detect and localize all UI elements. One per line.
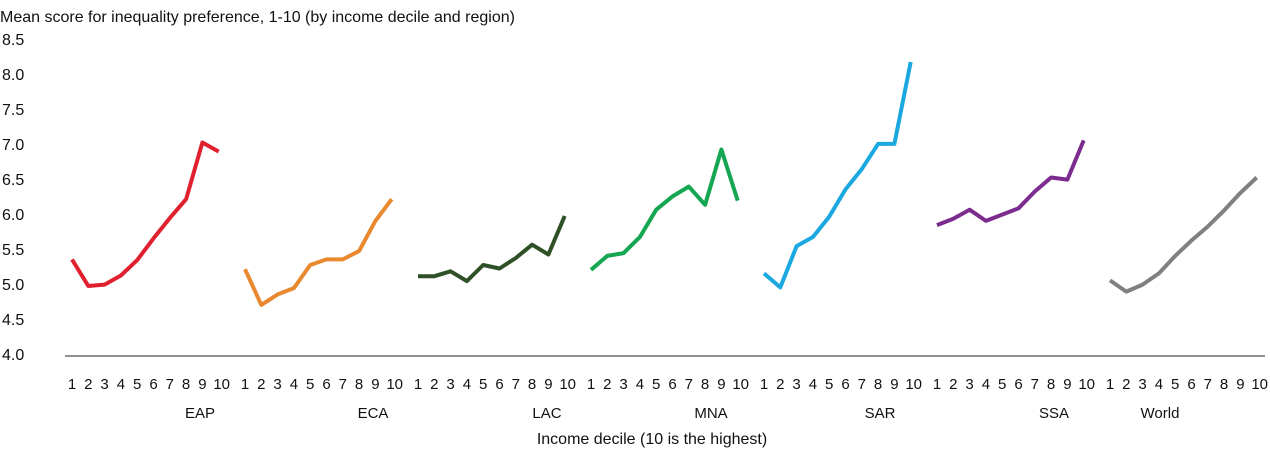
y-tick-label: 7.0 xyxy=(2,137,24,154)
series-line xyxy=(1108,176,1259,294)
x-tick-label: 10 xyxy=(905,376,922,393)
x-tick-label: 2 xyxy=(257,376,265,393)
x-tick-label: 5 xyxy=(825,376,833,393)
series-line xyxy=(418,215,567,284)
x-tick-label: 6 xyxy=(1187,376,1195,393)
x-tick-label: 2 xyxy=(84,376,92,393)
x-tick-label: 7 xyxy=(1204,376,1212,393)
x-tick-label: 8 xyxy=(701,376,709,393)
x-tick-label: 2 xyxy=(1122,376,1130,393)
x-tick-label: 1 xyxy=(760,376,768,393)
x-tick-label: 3 xyxy=(619,376,627,393)
x-tick-label: 5 xyxy=(652,376,660,393)
x-tick-label: 1 xyxy=(1106,376,1114,393)
x-tick-label: 6 xyxy=(841,376,849,393)
x-tick-label: 10 xyxy=(559,376,576,393)
group-label: SAR xyxy=(865,405,896,422)
x-tick-label: 9 xyxy=(1063,376,1071,393)
series-line xyxy=(589,147,740,272)
x-tick-label: 3 xyxy=(965,376,973,393)
x-tick-label: 9 xyxy=(371,376,379,393)
x-tick-label: 9 xyxy=(717,376,725,393)
x-tick-label: 9 xyxy=(1236,376,1244,393)
x-tick-label: 9 xyxy=(198,376,206,393)
x-tick-label: 7 xyxy=(512,376,520,393)
x-tick-label: 9 xyxy=(890,376,898,393)
x-tick-label: 5 xyxy=(1171,376,1179,393)
x-tick-label: 8 xyxy=(874,376,882,393)
y-tick-label: 8.5 xyxy=(2,32,24,49)
x-tick-label: 1 xyxy=(241,376,249,393)
group-label: ECA xyxy=(358,405,389,422)
x-tick-label: 2 xyxy=(603,376,611,393)
series-line xyxy=(762,61,913,290)
x-tick-label: 8 xyxy=(528,376,536,393)
y-tick-label: 7.5 xyxy=(2,102,24,119)
y-tick-label: 8.0 xyxy=(2,67,24,84)
series-line xyxy=(243,197,394,307)
chart-title: Mean score for inequality preference, 1-… xyxy=(0,9,515,26)
x-axis-label: Income decile (10 is the highest) xyxy=(537,431,767,448)
x-tick-label: 6 xyxy=(1014,376,1022,393)
x-tick-label: 10 xyxy=(1078,376,1095,393)
x-tick-label: 7 xyxy=(339,376,347,393)
x-tick-label: 7 xyxy=(166,376,174,393)
x-tick-label: 10 xyxy=(732,376,749,393)
x-tick-label: 1 xyxy=(68,376,76,393)
x-tick-label: 3 xyxy=(1138,376,1146,393)
x-tick-label: 10 xyxy=(386,376,403,393)
group-label: EAP xyxy=(185,405,215,422)
y-tick-label: 5.5 xyxy=(2,242,24,259)
x-tick-label: 4 xyxy=(636,376,644,393)
x-tick-label: 6 xyxy=(322,376,330,393)
x-tick-label: 8 xyxy=(1220,376,1228,393)
x-tick-label: 3 xyxy=(273,376,281,393)
group-label: LAC xyxy=(532,405,561,422)
x-tick-label: 5 xyxy=(306,376,314,393)
x-tick-label: 2 xyxy=(430,376,438,393)
x-tick-label: 8 xyxy=(182,376,190,393)
y-tick-label: 5.0 xyxy=(2,277,24,294)
x-tick-label: 4 xyxy=(809,376,817,393)
x-tick-label: 4 xyxy=(290,376,298,393)
x-tick-label: 5 xyxy=(479,376,487,393)
x-tick-label: 5 xyxy=(998,376,1006,393)
x-tick-label: 1 xyxy=(587,376,595,393)
y-tick-label: 6.0 xyxy=(2,207,24,224)
group-label: SSA xyxy=(1039,405,1069,422)
group-label: MNA xyxy=(694,405,727,422)
x-tick-label: 5 xyxy=(133,376,141,393)
x-tick-label: 10 xyxy=(213,376,230,393)
y-tick-label: 6.5 xyxy=(2,172,24,189)
x-tick-label: 1 xyxy=(933,376,941,393)
x-tick-label: 2 xyxy=(949,376,957,393)
x-tick-label: 8 xyxy=(355,376,363,393)
series-line xyxy=(70,140,220,288)
x-tick-label: 3 xyxy=(446,376,454,393)
x-tick-label: 10 xyxy=(1251,376,1268,393)
x-tick-label: 9 xyxy=(544,376,552,393)
series-line xyxy=(936,139,1086,227)
x-tick-label: 2 xyxy=(776,376,784,393)
group-label: World xyxy=(1141,405,1180,422)
x-tick-label: 3 xyxy=(100,376,108,393)
y-tick-label: 4.0 xyxy=(2,347,24,364)
x-tick-label: 4 xyxy=(1155,376,1163,393)
x-tick-label: 7 xyxy=(1031,376,1039,393)
x-tick-label: 6 xyxy=(668,376,676,393)
x-tick-label: 7 xyxy=(685,376,693,393)
x-tick-label: 4 xyxy=(982,376,990,393)
x-tick-label: 6 xyxy=(149,376,157,393)
y-tick-label: 4.5 xyxy=(2,312,24,329)
x-tick-label: 6 xyxy=(495,376,503,393)
x-tick-label: 4 xyxy=(463,376,471,393)
x-tick-label: 7 xyxy=(858,376,866,393)
x-tick-label: 3 xyxy=(792,376,800,393)
x-tick-label: 4 xyxy=(117,376,125,393)
x-tick-label: 8 xyxy=(1047,376,1055,393)
x-tick-label: 1 xyxy=(414,376,422,393)
